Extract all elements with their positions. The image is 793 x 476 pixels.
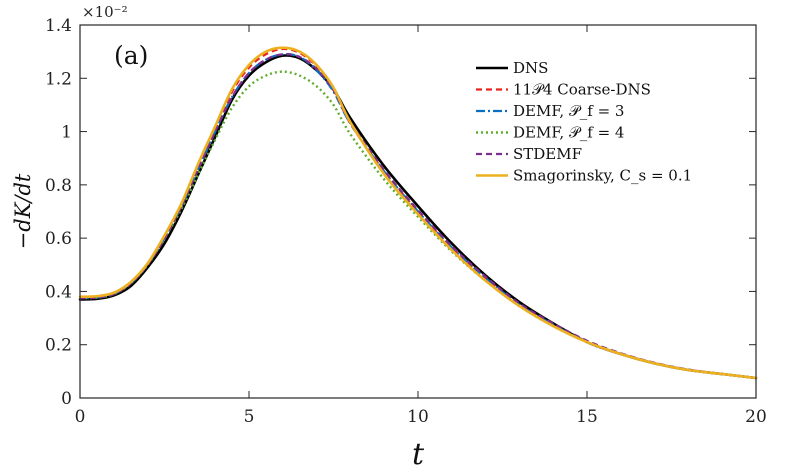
legend: DNS 11𝒫4 Coarse-DNS DEMF, 𝒫_f = 3 DEMF, 𝒫_f… xyxy=(476,59,692,185)
y-axis: 0 0.2 0.4 0.6 0.8 1 1.2 1.4 xyxy=(45,16,756,409)
y-tick-label: 0.4 xyxy=(45,282,72,302)
legend-label-3: DEMF, 𝒫_f = 3 xyxy=(513,102,624,120)
legend-label-5: STDEMF xyxy=(513,145,582,163)
x-tick-label: 10 xyxy=(407,407,429,427)
x-tick-label: 0 xyxy=(75,407,86,427)
y-tick-label: 0 xyxy=(61,389,72,409)
y-tick-label: 1.2 xyxy=(45,69,72,89)
legend-label-2: 11𝒫4 Coarse-DNS xyxy=(513,81,651,99)
panel-label: (a) xyxy=(114,41,148,70)
legend-label-4: DEMF, 𝒫_f = 4 xyxy=(513,124,624,142)
y-tick-label: 0.2 xyxy=(45,336,72,356)
y-tick-label: 1 xyxy=(61,123,72,143)
x-tick-label: 20 xyxy=(745,407,767,427)
y-scale-multiplier: ×10⁻² xyxy=(82,3,128,21)
x-axis-label: t xyxy=(412,437,425,472)
y-axis-label: −dK/dt xyxy=(11,173,35,249)
legend-label-1: DNS xyxy=(513,59,548,77)
y-tick-label: 0.6 xyxy=(45,229,72,249)
y-tick-label: 1.4 xyxy=(45,16,72,36)
y-tick-label: 0.8 xyxy=(45,176,72,196)
x-tick-label: 5 xyxy=(244,407,255,427)
series-group xyxy=(78,46,758,380)
x-axis: 0 5 10 15 20 xyxy=(75,25,767,427)
series-line-6 xyxy=(78,46,758,380)
x-tick-label: 15 xyxy=(576,407,598,427)
legend-label-6: Smagorinsky, C_s = 0.1 xyxy=(513,167,692,185)
